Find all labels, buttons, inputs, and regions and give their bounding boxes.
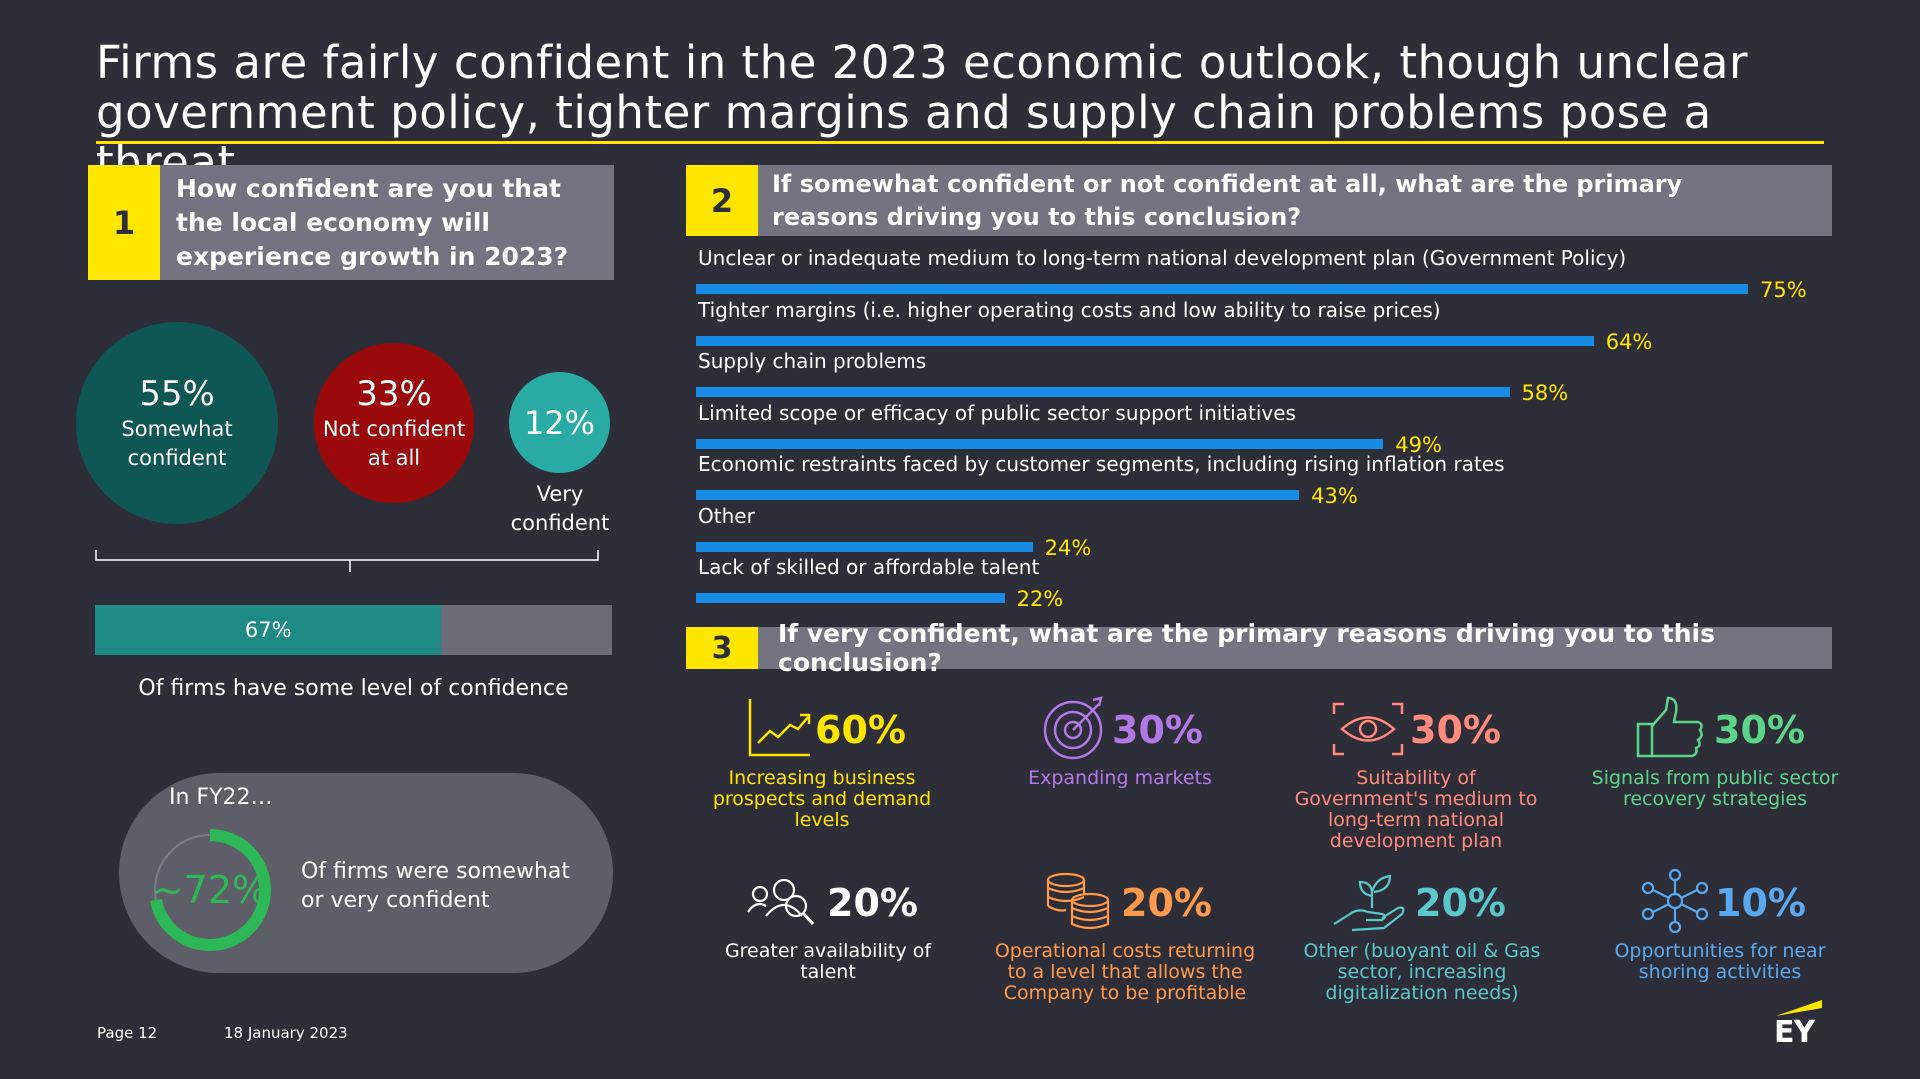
bubble-not-confident: 33% Not confident at all <box>314 343 474 503</box>
thumbs-up-icon <box>1636 696 1706 760</box>
stat-pct: 30% <box>1714 708 1805 752</box>
stat-label: Opportunities for near shoring activitie… <box>1614 940 1826 983</box>
section3-number: 3 <box>686 627 758 669</box>
footer-date: 18 January 2023 <box>224 1024 348 1042</box>
bar <box>696 335 1594 346</box>
page-number: Page 12 <box>97 1024 158 1042</box>
fy22-value: ~72% <box>151 868 269 912</box>
stat-label: Suitability of Government's medium to lo… <box>1294 767 1538 852</box>
stat-label: Expanding markets <box>1028 767 1212 789</box>
title-underline <box>96 141 1824 144</box>
stat-label: Operational costs returning to a level t… <box>994 940 1256 1004</box>
bar-value-label: 58% <box>1521 381 1569 405</box>
bar-label: Other <box>698 503 755 528</box>
growth-chart-icon <box>746 697 816 759</box>
bar-value-label: 64% <box>1605 329 1653 354</box>
bubble-pct: 55% <box>139 374 215 414</box>
confidence-bar-fill: 67% <box>95 605 442 655</box>
bar-label: Unclear or inadequate medium to long-ter… <box>698 246 1627 270</box>
bar <box>696 438 1384 449</box>
stat-label: Other (buoyant oil & Gas sector, increas… <box>1303 940 1541 1004</box>
stat-pct: 30% <box>1410 708 1501 752</box>
bar-label: Lack of skilled or affordable talent <box>698 555 1040 579</box>
reasons-bar-chart: Unclear or inadequate medium to long-ter… <box>696 246 1836 616</box>
stat-pct: 10% <box>1715 881 1806 925</box>
bar-label: Supply chain problems <box>698 349 927 373</box>
bar <box>696 387 1510 397</box>
bubble-somewhat-confident: 55% Somewhat confident <box>76 322 278 524</box>
bubble-very-confident: 12% <box>509 372 610 473</box>
section1-number: 1 <box>88 165 160 280</box>
stat-pct: 20% <box>1415 881 1506 925</box>
coins-icon <box>1044 872 1112 932</box>
stat-pct: 20% <box>827 881 918 925</box>
people-search-icon <box>746 874 818 932</box>
stat-pct: 30% <box>1112 708 1203 752</box>
bubble-label: Not confident at all <box>322 417 466 470</box>
section2-number: 2 <box>686 165 758 236</box>
fy22-donut <box>149 829 271 951</box>
hand-sprout-icon <box>1332 872 1408 932</box>
stat-label: Greater availability of talent <box>724 940 932 983</box>
grouping-bracket <box>95 550 599 572</box>
section2-question: If somewhat confident or not confident a… <box>758 165 1832 236</box>
stat-label: Increasing business prospects and demand… <box>712 767 932 831</box>
bar-value-label: 24% <box>1044 535 1092 560</box>
bubble-label: Somewhat confident <box>121 417 233 470</box>
stat-pct: 60% <box>815 708 906 752</box>
bar-value-label: 22% <box>1016 587 1064 611</box>
section1-question: How confident are you that the local eco… <box>160 165 614 280</box>
confidence-caption: Of firms have some level of confidence <box>138 676 569 701</box>
fy22-caption: Of firms were somewhat or very confident <box>301 859 571 913</box>
eye-focus-icon <box>1332 702 1404 756</box>
target-icon <box>1043 694 1109 760</box>
bar-value-label: 49% <box>1395 432 1442 457</box>
network-icon <box>1640 868 1710 934</box>
confidence-bar-value: 67% <box>244 618 292 642</box>
bar-label: Tighter margins (i.e. higher operating c… <box>698 297 1441 322</box>
bar <box>696 490 1300 500</box>
bar <box>696 541 1033 552</box>
ey-logo-text: EY <box>1774 1015 1815 1050</box>
bar <box>696 284 1748 294</box>
bar-label: Economic restraints faced by customer se… <box>698 452 1505 476</box>
bubble-pct: 33% <box>356 374 432 414</box>
very-confident-label: Very confident <box>510 482 610 535</box>
bar-label: Limited scope or efficacy of public sect… <box>698 400 1296 425</box>
stat-pct: 20% <box>1121 881 1212 925</box>
bar-value-label: 75% <box>1760 278 1807 302</box>
confidence-bar-track: 67% <box>95 605 612 655</box>
bubble-pct: 12% <box>523 403 596 442</box>
stat-label: Signals from public sector recovery stra… <box>1591 767 1839 810</box>
page-title: Firms are fairly confident in the 2023 e… <box>96 36 1748 189</box>
fy22-heading: In FY22… <box>169 785 273 810</box>
bar <box>696 593 1005 603</box>
section3-question: If very confident, what are the primary … <box>758 619 1832 677</box>
fy22-panel: In FY22… ~72% Of firms were somewhat or … <box>119 773 613 973</box>
ey-logo: EY <box>1772 998 1826 1050</box>
bar-value-label: 43% <box>1311 484 1358 508</box>
